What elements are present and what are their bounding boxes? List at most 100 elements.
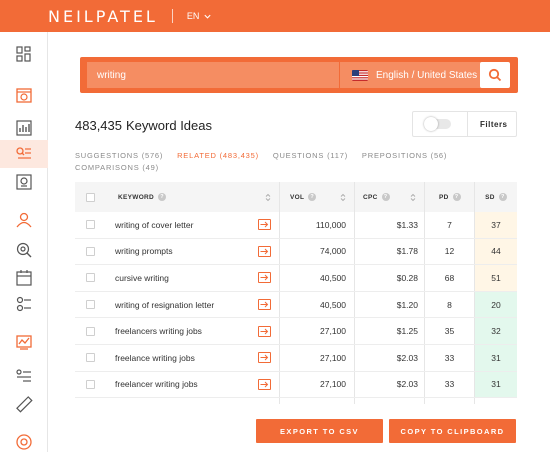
row-checkbox[interactable] [85, 353, 95, 363]
keyword-link[interactable]: writing prompts [115, 246, 173, 257]
sd-value: 51 [475, 265, 517, 291]
search-button[interactable] [480, 62, 510, 88]
content-ideas-icon [16, 174, 32, 190]
language-label: EN [186, 11, 200, 21]
export-csv-button[interactable]: EXPORT TO CSV [256, 419, 383, 443]
site-audit-icon [16, 88, 32, 103]
open-keyword-icon[interactable] [258, 378, 271, 390]
main-content: English / United States 483,435 Keyword … [48, 32, 550, 452]
divider [171, 9, 173, 23]
pd-value: 33 [425, 371, 475, 398]
table-row: writing prompts 74,000 $1.78 12 44 [75, 238, 517, 266]
location-language-select[interactable]: English / United States [340, 62, 500, 88]
tab-related[interactable]: RELATED (483,435) [177, 151, 259, 160]
users-icon [16, 212, 32, 228]
vol-value: 110,000 [280, 212, 355, 238]
select-all-checkbox[interactable] [85, 192, 95, 202]
keyword-link[interactable]: cursive writing [115, 272, 169, 283]
toggle-knob [424, 117, 438, 131]
vol-value: 74,000 [280, 238, 355, 265]
column-cpc[interactable]: CPC? [355, 182, 425, 212]
table-row: freelancers writing jobs 27,100 $1.25 35 32 [75, 318, 517, 345]
sidebar-item-backlinks[interactable] [0, 236, 48, 264]
info-icon: ? [308, 193, 317, 201]
sd-value: 20 [475, 291, 517, 318]
sidebar-item-calendar[interactable] [0, 264, 48, 292]
ruler-icon [16, 396, 33, 413]
row-checkbox[interactable] [85, 273, 95, 283]
tab-questions[interactable]: QUESTIONS (117) [272, 151, 349, 160]
sidebar-item-keyword-search[interactable] [0, 290, 48, 318]
rank-tracking-icon [16, 335, 32, 350]
copy-clipboard-button[interactable]: COPY TO CLIPBOARD [389, 419, 516, 443]
row-checkbox[interactable] [85, 300, 95, 310]
info-icon: ? [498, 193, 507, 201]
chevron-down-icon [204, 14, 211, 19]
sidebar [0, 32, 48, 452]
search-bar: English / United States [80, 57, 518, 93]
vol-value: 27,100 [280, 344, 355, 371]
open-keyword-icon[interactable] [258, 245, 271, 257]
column-pd[interactable]: PD? [425, 182, 475, 212]
results-count: 483,435 Keyword Ideas [75, 118, 212, 133]
sidebar-item-content-ideas[interactable] [0, 168, 48, 196]
open-keyword-icon[interactable] [258, 272, 271, 284]
cpc-value: $0.28 [355, 265, 425, 291]
sidebar-item-list-view[interactable] [0, 362, 48, 390]
sd-value: 32 [475, 318, 517, 344]
row-checkbox[interactable] [85, 220, 95, 230]
pd-value: 33 [425, 344, 475, 371]
keyword-search-input[interactable] [87, 62, 339, 88]
filter-toggle[interactable] [424, 117, 451, 131]
row-checkbox[interactable] [85, 379, 95, 389]
sd-value: 31 [475, 371, 517, 398]
table-body: writing of cover letter 110,000 $1.33 7 37 wr… [75, 212, 517, 399]
row-checkbox[interactable] [85, 246, 95, 256]
tab-suggestions[interactable]: SUGGESTIONS (576) [75, 151, 164, 160]
sidebar-item-keyword-ideas[interactable] [0, 140, 48, 168]
tab-comparisons[interactable]: COMPARISONS (49) [75, 163, 159, 172]
sidebar-item-rank-tracking[interactable] [0, 328, 48, 356]
sidebar-item-ruler[interactable] [0, 390, 48, 418]
open-keyword-icon[interactable] [258, 219, 271, 231]
keyword-search-icon [16, 296, 31, 312]
open-keyword-icon[interactable] [258, 325, 271, 337]
sidebar-item-site-audit[interactable] [0, 82, 48, 110]
open-keyword-icon[interactable] [258, 299, 271, 311]
keyword-link[interactable]: freelancer writing jobs [115, 379, 198, 390]
info-icon: ? [158, 193, 167, 201]
brand-logo[interactable]: NEILPATEL [48, 6, 158, 26]
pd-value: 68 [425, 265, 475, 291]
language-selector[interactable]: EN [187, 11, 213, 21]
table-header: KEYWORD? VOL? CPC? PD? SD? [75, 182, 517, 212]
vol-value: 40,500 [280, 291, 355, 318]
open-keyword-icon[interactable] [258, 352, 271, 364]
info-icon: ? [381, 193, 390, 201]
cpc-value: $1.25 [355, 318, 425, 344]
sidebar-item-dashboard[interactable] [0, 40, 48, 68]
filters-panel: Filters [412, 111, 517, 137]
keyword-link[interactable]: writing of cover letter [115, 219, 194, 230]
pd-value: 8 [425, 291, 475, 318]
column-sd[interactable]: SD? [475, 182, 517, 212]
keyword-link[interactable]: freelancers writing jobs [115, 326, 202, 337]
table-row: writing of cover letter 110,000 $1.33 7 37 [75, 212, 517, 239]
table-row: freelancer writing jobs 27,100 $2.03 33 31 [75, 371, 517, 399]
help-lifebuoy-icon [16, 434, 32, 450]
sort-icon [340, 193, 346, 201]
location-label: English / United States [376, 69, 478, 81]
column-vol[interactable]: VOL? [280, 182, 355, 212]
filters-button[interactable]: Filters [480, 119, 508, 129]
pd-value: 35 [425, 318, 475, 344]
tab-prepositions[interactable]: PREPOSITIONS (56) [361, 151, 448, 160]
table-row: writing of resignation letter 40,500 $1.20… [75, 291, 517, 319]
list-view-icon [16, 369, 31, 382]
keyword-link[interactable]: writing of resignation letter [115, 299, 215, 310]
column-keyword[interactable]: KEYWORD? [105, 182, 280, 212]
sidebar-item-help[interactable] [0, 428, 48, 452]
sidebar-item-users[interactable] [0, 206, 48, 234]
keyword-link[interactable]: freelance writing jobs [115, 352, 195, 363]
sort-icon [410, 193, 416, 201]
sidebar-item-traffic[interactable] [0, 114, 48, 142]
row-checkbox[interactable] [85, 326, 95, 336]
